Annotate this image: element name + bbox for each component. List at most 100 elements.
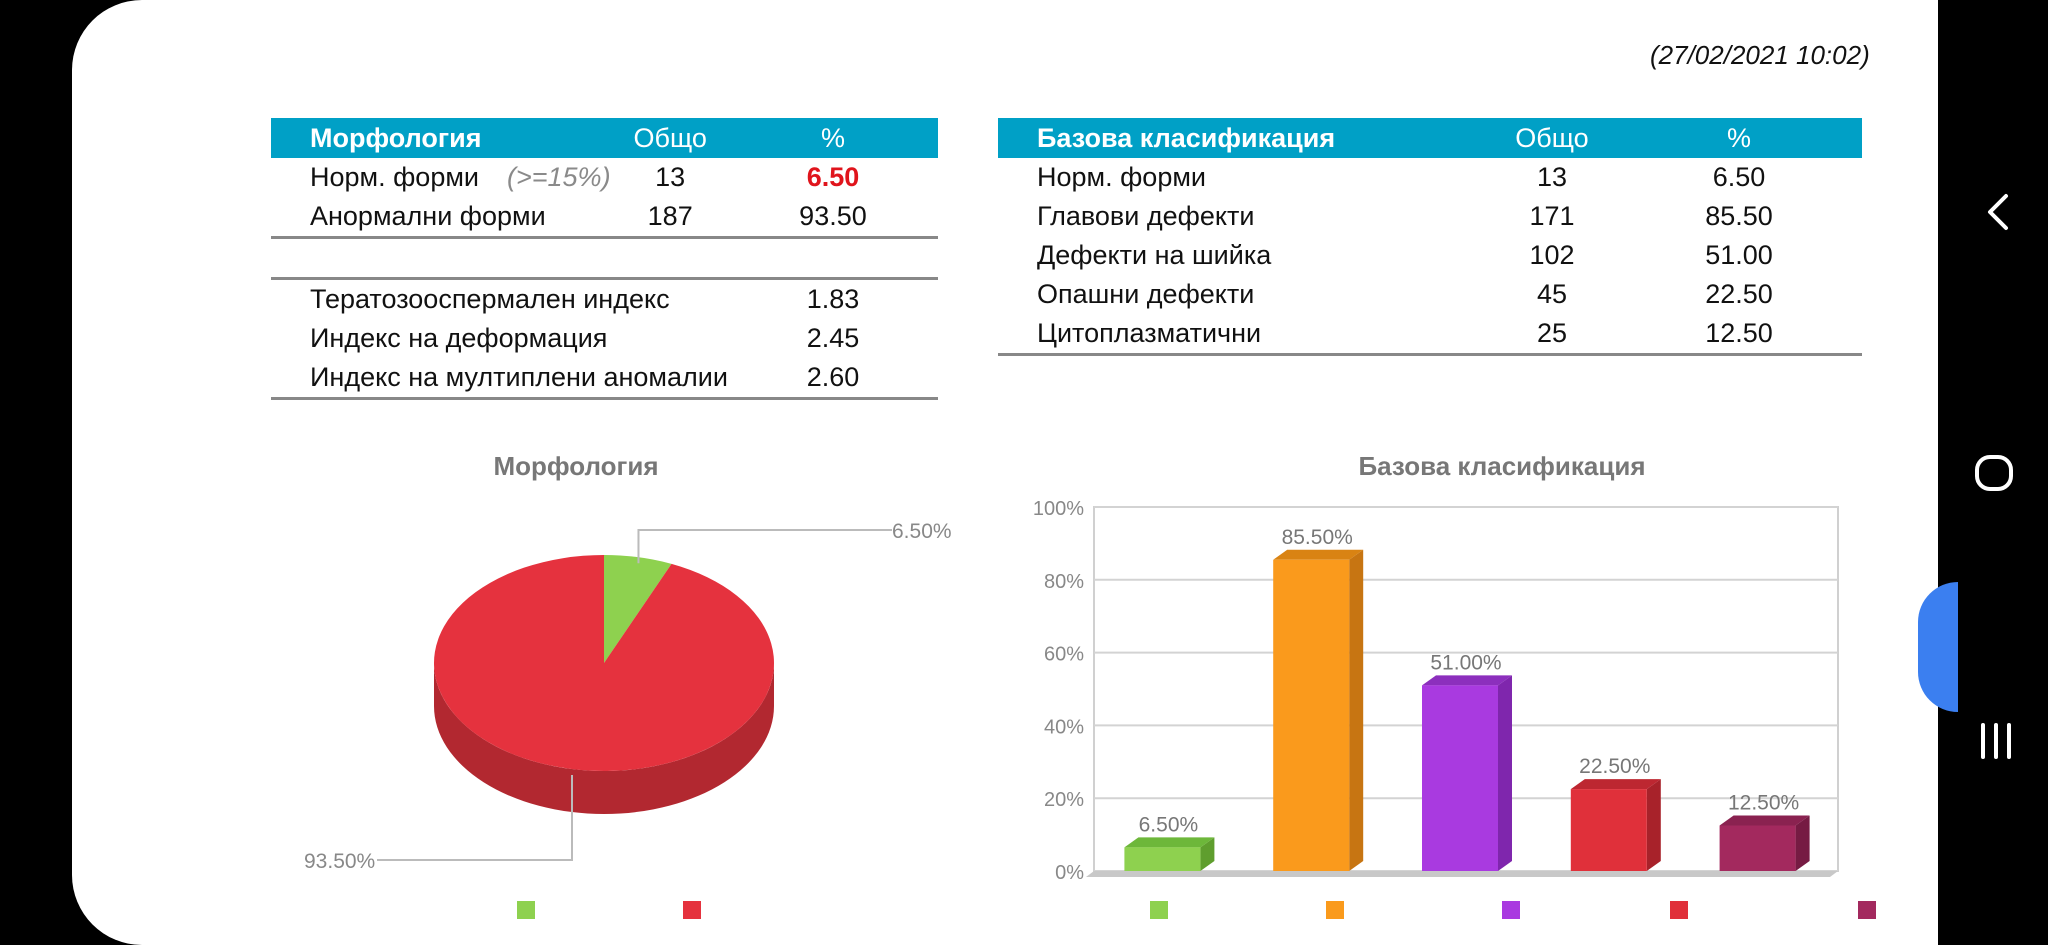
row-label: Опашни дефекти [1037, 279, 1255, 309]
bar-side [1349, 549, 1364, 871]
bar [1719, 825, 1796, 871]
pie-leader-line [377, 775, 573, 861]
legend-swatch [1150, 901, 1168, 919]
morphology-pie-chart: 6.50% 93.50% [304, 520, 952, 919]
row-count: 13 [1536, 162, 1568, 192]
table-row: Норм. форми (>=15%) 13 6.50 [271, 158, 938, 197]
table-separator [271, 236, 938, 280]
row-count: 102 [1529, 240, 1575, 270]
home-icon[interactable] [1974, 452, 2016, 494]
pie-chart-title: Морфология [493, 451, 659, 481]
row-label: Анормални форми [310, 201, 546, 231]
classification-table: Базова класификация Общо % Норм. форми 1… [998, 118, 1862, 356]
row-count: 187 [647, 201, 693, 231]
bar-side [1200, 837, 1215, 871]
norm-threshold-hint: (>=15%) [507, 162, 611, 192]
table-row: Главови дефекти 171 85.50 [998, 197, 1862, 236]
row-label: Цитоплазматични [998, 314, 1488, 356]
back-icon[interactable] [1978, 190, 2018, 234]
bar-top [1422, 675, 1512, 686]
bar [1570, 789, 1647, 871]
morphology-header-percent: % [727, 118, 938, 158]
y-tick-label: 100% [1033, 498, 1084, 520]
bar [1273, 559, 1350, 871]
row-percent: 12.50 [1616, 314, 1862, 356]
morphology-header-total: Общо [612, 118, 728, 158]
table-row: Индекс на деформация 2.45 [271, 319, 938, 358]
legend-swatch [1326, 901, 1344, 919]
classification-header-total: Общо [1488, 118, 1616, 158]
bar-top [1273, 549, 1364, 560]
row-label: Дефекти на шийка [1037, 240, 1272, 270]
table-row: Анормални форми 187 93.50 [271, 197, 938, 238]
bar-top [1570, 779, 1661, 790]
row-count: 171 [1529, 201, 1575, 231]
y-tick-label: 0% [1055, 862, 1084, 884]
bar [1124, 847, 1201, 871]
row-percent-highlight: 6.50 [806, 162, 860, 192]
pie-data-label: 93.50% [304, 850, 375, 873]
legend-swatch [517, 901, 535, 919]
pie-data-label: 6.50% [892, 520, 952, 543]
row-count: 25 [1488, 314, 1616, 356]
classification-header-row: Базова класификация Общо % [998, 118, 1862, 158]
index-value: 1.83 [806, 284, 860, 314]
index-value: 2.60 [727, 358, 938, 400]
table-row: Норм. форми 13 6.50 [998, 158, 1862, 197]
bar-side [1795, 815, 1810, 871]
table-row: Тератозооспермален индекс 1.83 [271, 279, 938, 320]
bar-top [1719, 815, 1810, 826]
bar [1422, 685, 1498, 871]
legend-swatch [1858, 901, 1876, 919]
morphology-header-title: Морфология [271, 118, 613, 158]
bar-side [1498, 675, 1512, 871]
y-tick-label: 80% [1044, 571, 1084, 593]
bar-data-label: 6.50% [1139, 813, 1199, 836]
morphology-header-row: Морфология Общо % [271, 118, 938, 158]
row-percent: 85.50 [1705, 201, 1773, 231]
chart-floor [1086, 871, 1838, 877]
row-count: 45 [1536, 279, 1568, 309]
report-timestamp: (27/02/2021 10:02) [1650, 40, 1870, 70]
bar-side [1646, 779, 1661, 871]
index-label: Индекс на деформация [310, 323, 608, 353]
legend-swatch [1502, 901, 1520, 919]
row-percent: 22.50 [1705, 279, 1773, 309]
table-row: Опашни дефекти 45 22.50 [998, 275, 1862, 314]
row-label: Норм. форми [310, 162, 479, 192]
table-row: Индекс на мултиплени аномалии 2.60 [271, 358, 938, 400]
row-percent: 93.50 [799, 201, 867, 231]
table-row: Дефекти на шийка 102 51.00 [998, 236, 1862, 275]
report-card: (27/02/2021 10:02) Морфология Общо % Нор… [72, 0, 1938, 945]
edge-panel-handle[interactable] [1918, 582, 1958, 712]
bar-top [1124, 837, 1215, 848]
bar-data-label: 12.50% [1728, 792, 1799, 815]
bar-chart-title: Базова класификация [1358, 451, 1646, 481]
y-tick-label: 40% [1044, 716, 1084, 738]
bar-data-label: 85.50% [1282, 526, 1353, 549]
bar-data-label: 22.50% [1579, 755, 1650, 778]
row-label: Норм. форми [1037, 162, 1206, 192]
bar-data-label: 51.00% [1430, 651, 1501, 674]
classification-header-title: Базова класификация [998, 118, 1488, 158]
row-count: 13 [655, 162, 686, 192]
row-label: Главови дефекти [1037, 201, 1255, 231]
row-percent: 6.50 [1712, 162, 1766, 192]
classification-header-percent: % [1616, 118, 1862, 158]
index-label: Тератозооспермален индекс [310, 284, 670, 314]
row-percent: 51.00 [1705, 240, 1773, 270]
y-tick-label: 20% [1044, 789, 1084, 811]
morphology-table: Морфология Общо % Норм. форми (>=15%) 13 … [271, 118, 938, 400]
table-row: Цитоплазматични 25 12.50 [998, 314, 1862, 356]
pie-slice-side-1 [434, 663, 774, 814]
y-tick-label: 60% [1044, 644, 1084, 666]
index-value: 2.45 [806, 323, 860, 353]
pie-leader-line [637, 529, 892, 564]
legend-swatch [1670, 901, 1688, 919]
classification-bar-chart: 0% 20% 40% 60% 80% 100% 6.50% 85.50% 51.00% 22.50… [1033, 498, 1876, 919]
pie-slice-0 [604, 555, 672, 663]
recent-apps-icon[interactable] [1976, 720, 2016, 762]
index-label: Индекс на мултиплени аномалии [271, 358, 728, 400]
pie-slice-1 [434, 555, 774, 771]
legend-swatch [683, 901, 701, 919]
